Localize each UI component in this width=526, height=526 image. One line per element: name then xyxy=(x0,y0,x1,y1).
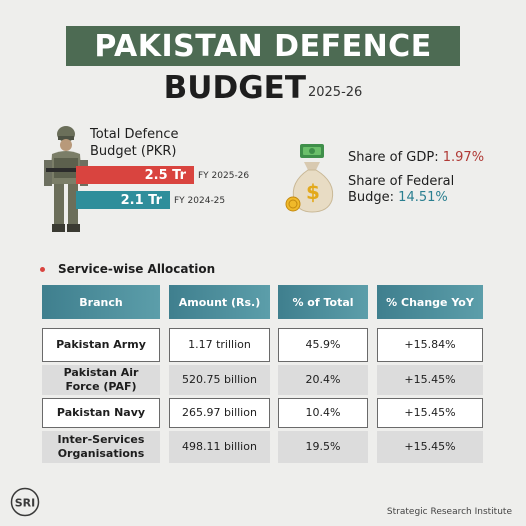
cash-icon xyxy=(300,144,324,158)
table-cell-amount: 520.75 billion xyxy=(169,365,270,395)
federal-share-label: Share of Federal Budge: xyxy=(348,174,455,205)
table-cell-branch: Pakistan Army xyxy=(42,328,160,362)
table-cell-percent: 20.4% xyxy=(278,365,368,395)
federal-share-value: 14.51% xyxy=(398,190,448,205)
sri-logo: SRI xyxy=(10,487,40,517)
table-cell-amount: 265.97 billion xyxy=(169,398,270,428)
title-banner: PAKISTAN DEFENCE xyxy=(66,26,460,66)
table-cell-amount: 498.11 billion xyxy=(169,431,270,463)
money-bag-icon: $ xyxy=(285,144,334,213)
bar-current-fy: FY 2025-26 xyxy=(198,171,250,181)
federal-share: Share of Federal Budge: 14.51% xyxy=(348,174,488,206)
coins-icon xyxy=(285,196,301,212)
bar-current-value: 2.5 Tr xyxy=(144,167,186,183)
table-cell-change: +15.45% xyxy=(377,431,483,463)
section-heading: Service-wise Allocation xyxy=(40,262,215,276)
title-line2: BUDGET 2025-26 xyxy=(0,66,526,106)
bar-previous-value: 2.1 Tr xyxy=(120,192,162,208)
budget-label: Total Defence Budget (PKR) xyxy=(90,127,179,159)
table-cell-percent: 19.5% xyxy=(278,431,368,463)
table-cell-change: +15.84% xyxy=(377,328,483,362)
title-year: 2025-26 xyxy=(307,85,363,100)
table-cell-branch: Pakistan Navy xyxy=(42,398,160,428)
title-budget: BUDGET xyxy=(163,70,306,106)
gdp-share-label: Share of GDP: xyxy=(348,150,443,165)
bullet-dot xyxy=(40,266,45,272)
table-cell-percent: 45.9% xyxy=(278,328,368,362)
table-cell-branch: Pakistan Air Force (PAF) xyxy=(42,365,160,395)
table-cell-amount: 1.17 trillion xyxy=(169,328,270,362)
table-cell-percent: 10.4% xyxy=(278,398,368,428)
bar-current-year: 2.5 Tr xyxy=(76,166,194,184)
table-cell-change: +15.45% xyxy=(377,398,483,428)
bar-previous-year: 2.1 Tr xyxy=(76,191,170,209)
table-header-percent: % of Total xyxy=(278,285,368,319)
gdp-share-value: 1.97% xyxy=(442,150,485,165)
gdp-share: Share of GDP: 1.97% xyxy=(348,150,484,166)
section-title: Service-wise Allocation xyxy=(58,262,216,276)
bar-previous-fy: FY 2024-25 xyxy=(174,196,226,206)
svg-text:$: $ xyxy=(306,180,320,204)
table-cell-change: +15.45% xyxy=(377,365,483,395)
table-header-change: % Change YoY xyxy=(377,285,483,319)
table-header-amount: Amount (Rs.) xyxy=(169,285,270,319)
table-cell-branch: Inter-Services Organisations xyxy=(42,431,160,463)
svg-text:SRI: SRI xyxy=(15,497,36,510)
soldier-icon xyxy=(44,126,88,232)
credit-text: Strategic Research Institute xyxy=(386,507,512,517)
title-line1: PAKISTAN DEFENCE xyxy=(94,28,432,64)
table-header-branch: Branch xyxy=(42,285,160,319)
